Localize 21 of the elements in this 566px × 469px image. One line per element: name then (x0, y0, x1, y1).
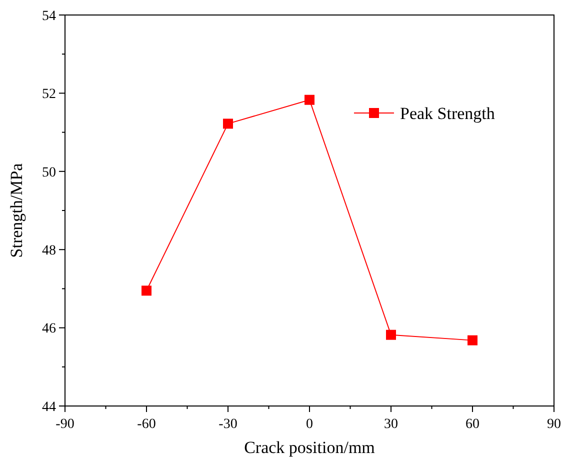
point (468, 335, 478, 346)
y-tick-label: 52 (42, 87, 56, 102)
y-tick-label: 46 (42, 322, 56, 337)
y-axis-title: Strength/MPa (7, 162, 26, 258)
x-tick-label: 0 (306, 417, 313, 432)
point (223, 118, 233, 129)
x-tick-label: 30 (384, 417, 398, 432)
point (304, 94, 314, 105)
point (142, 286, 152, 296)
x-tick-label: 60 (466, 417, 480, 432)
x-tick-label: -30 (218, 417, 238, 432)
x-axis-title: Crack position/mm (244, 438, 375, 457)
y-tick-label: 54 (42, 8, 56, 24)
x-tick-label: -60 (137, 417, 156, 432)
point (386, 330, 396, 340)
y-tick-label: 48 (42, 244, 56, 258)
x-tick-label: -90 (56, 417, 74, 432)
x-tick-label: 90 (547, 417, 561, 432)
y-tick-label: 44 (42, 400, 56, 415)
y-tick-label: 50 (42, 165, 56, 180)
legend-label: Peak Strength (400, 104, 496, 123)
